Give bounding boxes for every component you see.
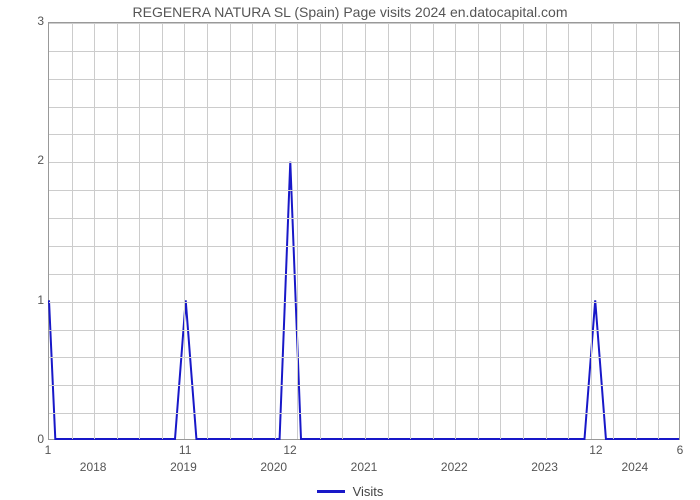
y-tick-label: 0	[8, 432, 44, 446]
x-value-label: 12	[283, 443, 296, 457]
x-year-label: 2020	[260, 460, 287, 474]
x-year-label: 2023	[531, 460, 558, 474]
grid-line-v	[658, 23, 659, 439]
x-year-label: 2018	[80, 460, 107, 474]
grid-line-h	[49, 385, 679, 386]
grid-line-v	[410, 23, 411, 439]
chart-title: REGENERA NATURA SL (Spain) Page visits 2…	[0, 4, 700, 20]
x-value-label: 11	[179, 443, 191, 457]
x-value-label: 6	[677, 443, 684, 457]
line-path-svg	[49, 23, 679, 439]
x-year-label: 2021	[351, 460, 378, 474]
grid-line-h	[49, 302, 679, 303]
grid-line-v	[455, 23, 456, 439]
y-tick-label: 2	[8, 153, 44, 167]
grid-line-v	[252, 23, 253, 439]
grid-line-h	[49, 413, 679, 414]
grid-line-v	[275, 23, 276, 439]
chart-container: REGENERA NATURA SL (Spain) Page visits 2…	[0, 0, 700, 500]
grid-line-v	[94, 23, 95, 439]
x-value-label: 1	[45, 443, 52, 457]
grid-line-h	[49, 51, 679, 52]
grid-line-v	[568, 23, 569, 439]
grid-line-v	[117, 23, 118, 439]
grid-line-v	[388, 23, 389, 439]
grid-line-v	[500, 23, 501, 439]
grid-line-v	[636, 23, 637, 439]
grid-line-v	[72, 23, 73, 439]
grid-line-v	[230, 23, 231, 439]
grid-line-h	[49, 79, 679, 80]
grid-line-h	[49, 274, 679, 275]
x-value-label: 12	[589, 443, 602, 457]
x-year-label: 2024	[621, 460, 648, 474]
grid-line-v	[523, 23, 524, 439]
legend: Visits	[0, 480, 700, 499]
grid-line-v	[546, 23, 547, 439]
grid-line-h	[49, 246, 679, 247]
x-year-label: 2019	[170, 460, 197, 474]
grid-line-v	[478, 23, 479, 439]
grid-line-h	[49, 134, 679, 135]
data-line	[49, 162, 679, 439]
grid-line-v	[139, 23, 140, 439]
grid-line-h	[49, 357, 679, 358]
grid-line-v	[207, 23, 208, 439]
grid-line-v	[320, 23, 321, 439]
grid-line-h	[49, 330, 679, 331]
x-year-label: 2022	[441, 460, 468, 474]
grid-line-h	[49, 23, 679, 24]
grid-line-v	[342, 23, 343, 439]
legend-label: Visits	[353, 484, 384, 499]
grid-line-v	[433, 23, 434, 439]
grid-line-v	[365, 23, 366, 439]
y-tick-label: 1	[8, 293, 44, 307]
grid-line-v	[591, 23, 592, 439]
legend-swatch	[317, 490, 345, 493]
grid-line-v	[297, 23, 298, 439]
grid-line-v	[613, 23, 614, 439]
grid-line-v	[184, 23, 185, 439]
y-tick-label: 3	[8, 14, 44, 28]
grid-line-h	[49, 218, 679, 219]
grid-line-h	[49, 190, 679, 191]
plot-area	[48, 22, 680, 440]
grid-line-h	[49, 107, 679, 108]
grid-line-h	[49, 162, 679, 163]
grid-line-v	[162, 23, 163, 439]
